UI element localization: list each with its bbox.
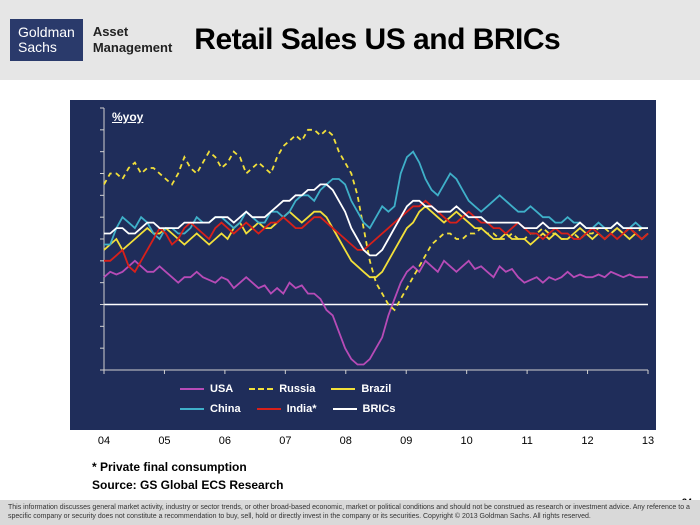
brand-logo: Goldman Sachs bbox=[10, 19, 83, 62]
legend-swatch bbox=[180, 388, 204, 390]
legend-swatch bbox=[333, 408, 357, 410]
x-tick: 08 bbox=[340, 435, 352, 447]
footnote-source: Source: GS Global ECS Research bbox=[92, 478, 283, 492]
footnote-consumption: * Private final consumption bbox=[92, 460, 247, 474]
x-tick: 10 bbox=[461, 435, 473, 447]
legend-label: BRICs bbox=[363, 403, 396, 415]
legend-row-2: China India* BRICs bbox=[180, 403, 396, 415]
series-china bbox=[104, 152, 648, 245]
series-brics bbox=[104, 184, 648, 255]
x-tick: 07 bbox=[279, 435, 291, 447]
subbrand-line1: Asset bbox=[93, 24, 172, 40]
legend-item: BRICs bbox=[333, 403, 396, 415]
page-title: Retail Sales US and BRICs bbox=[194, 23, 560, 57]
x-tick: 04 bbox=[98, 435, 110, 447]
legend-label: India* bbox=[287, 403, 317, 415]
x-tick: 06 bbox=[219, 435, 231, 447]
unit-label: %yoy bbox=[112, 110, 143, 124]
legend-item: Brazil bbox=[331, 383, 391, 395]
subbrand-line2: Management bbox=[93, 40, 172, 56]
legend-item: USA bbox=[180, 383, 233, 395]
legend-label: USA bbox=[210, 383, 233, 395]
legend-label: China bbox=[210, 403, 241, 415]
header-band: Goldman Sachs Asset Management Retail Sa… bbox=[0, 0, 700, 80]
legend-item: Russia bbox=[249, 383, 315, 395]
legend-swatch bbox=[180, 408, 204, 410]
x-axis: 04 05 06 07 08 09 10 11 12 13 bbox=[70, 435, 656, 455]
series-india bbox=[104, 201, 648, 272]
legend-label: Brazil bbox=[361, 383, 391, 395]
series-russia bbox=[104, 130, 648, 310]
legend-swatch bbox=[257, 408, 281, 410]
x-tick: 13 bbox=[642, 435, 654, 447]
x-tick: 12 bbox=[581, 435, 593, 447]
logo-line2: Sachs bbox=[18, 40, 75, 55]
disclaimer-text: This information discusses general marke… bbox=[0, 500, 700, 525]
legend-item: India* bbox=[257, 403, 317, 415]
chart-svg bbox=[70, 100, 656, 430]
legend-row-1: USA Russia Brazil bbox=[180, 383, 391, 395]
legend-swatch bbox=[249, 388, 273, 390]
subbrand: Asset Management bbox=[93, 24, 172, 55]
legend-swatch bbox=[331, 388, 355, 390]
x-tick: 09 bbox=[400, 435, 412, 447]
legend-item: China bbox=[180, 403, 241, 415]
line-chart: %yoy USA Russia Brazil China India* BRICs bbox=[70, 100, 656, 430]
logo-line1: Goldman bbox=[18, 25, 75, 40]
x-tick: 11 bbox=[521, 435, 532, 447]
x-tick: 05 bbox=[158, 435, 170, 447]
legend-label: Russia bbox=[279, 383, 315, 395]
